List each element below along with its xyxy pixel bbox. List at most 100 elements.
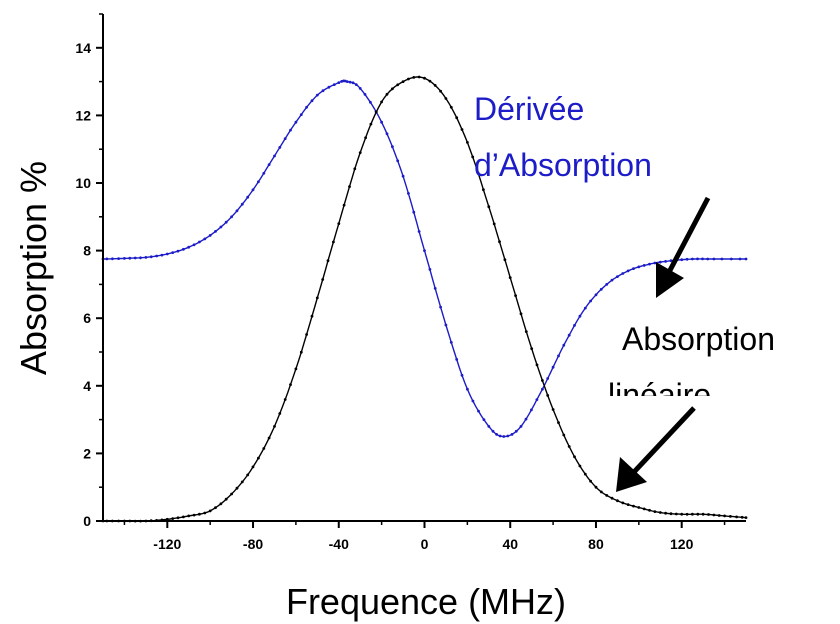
series-point-1: [744, 516, 748, 519]
series-point-1: [342, 203, 346, 207]
y-tick-label: 6: [83, 310, 91, 326]
series-point-1: [305, 333, 308, 336]
series-point-1: [557, 421, 560, 424]
series-point-1: [412, 76, 416, 79]
series-point-0: [642, 264, 646, 267]
series-point-0: [354, 83, 358, 86]
series-point-0: [133, 256, 137, 260]
series-point-0: [343, 79, 347, 83]
series-point-0: [514, 429, 518, 433]
series-point-1: [165, 517, 169, 521]
series-point-0: [605, 283, 609, 286]
annotation-derivee-line1: Dérivée: [474, 91, 584, 127]
series-point-0: [519, 425, 523, 428]
series-point-1: [535, 363, 539, 367]
series-point-0: [696, 257, 699, 261]
series-point-1: [583, 472, 587, 476]
series-point-1: [487, 205, 491, 209]
series-point-1: [251, 465, 255, 469]
series-point-0: [149, 255, 153, 259]
series-point-1: [664, 511, 667, 515]
series-point-1: [423, 76, 426, 80]
series-point-1: [332, 240, 335, 244]
annotation-absorption-line1: Absorption: [622, 321, 775, 357]
series-point-0: [546, 377, 550, 380]
series-point-0: [176, 249, 180, 253]
series-point-0: [495, 433, 498, 436]
series-point-1: [546, 394, 550, 397]
series-point-0: [573, 324, 576, 327]
series-point-0: [428, 268, 432, 271]
series-point-1: [208, 509, 212, 513]
series-point-1: [701, 512, 705, 516]
series-point-0: [182, 247, 185, 251]
series-point-0: [219, 225, 223, 229]
series-point-0: [444, 323, 448, 327]
series-point-0: [706, 257, 710, 261]
series-point-1: [246, 473, 250, 477]
series-point-1: [321, 278, 325, 281]
series-point-1: [315, 296, 319, 300]
series-point-1: [278, 412, 282, 415]
series-point-1: [337, 222, 341, 226]
series-point-1: [696, 512, 700, 516]
label-clip-cover: [600, 396, 790, 418]
series-point-0: [192, 243, 196, 247]
series-point-0: [139, 256, 142, 260]
series-point-0: [262, 171, 266, 175]
series-point-0: [691, 257, 694, 261]
series-point-0: [267, 163, 271, 167]
series-point-0: [669, 259, 673, 263]
series-point-0: [257, 180, 260, 184]
series-point-1: [380, 100, 383, 104]
series-point-0: [117, 257, 120, 260]
series-point-1: [353, 167, 357, 171]
series-point-0: [510, 433, 514, 436]
series-point-0: [321, 89, 325, 93]
y-tick-label: 12: [75, 107, 91, 123]
x-tick-label: -40: [329, 536, 349, 552]
series-point-0: [701, 257, 704, 261]
series-point-0: [712, 257, 716, 261]
series-point-1: [439, 89, 442, 93]
axes: [102, 14, 746, 522]
series-point-0: [557, 354, 560, 358]
series-point-0: [401, 174, 405, 178]
series-point-1: [214, 506, 217, 510]
series-point-0: [240, 202, 244, 206]
series-point-1: [589, 479, 592, 483]
x-tick-label: 80: [588, 536, 604, 552]
series-point-1: [310, 314, 314, 318]
series-point-0: [289, 128, 292, 132]
y-tick-label: 8: [83, 243, 91, 259]
series-point-0: [123, 257, 126, 260]
series-point-1: [712, 513, 716, 517]
series-point-1: [594, 485, 598, 489]
series-point-1: [176, 516, 180, 520]
series-point-1: [658, 511, 662, 514]
series-point-1: [348, 185, 351, 189]
series-point-0: [396, 159, 400, 163]
series-point-1: [460, 128, 464, 131]
series-point-0: [391, 145, 394, 149]
series-point-0: [363, 93, 367, 96]
series-point-0: [283, 137, 287, 141]
series-point-0: [502, 435, 506, 438]
series-point-0: [653, 261, 657, 265]
series-point-1: [283, 398, 287, 401]
series-point-0: [160, 253, 164, 257]
series-point-0: [583, 306, 587, 310]
series-point-1: [498, 240, 501, 244]
series-point-1: [637, 506, 641, 509]
series-point-1: [396, 83, 400, 87]
y-ticks: 0 2 4 6 8 10 12 14: [75, 13, 103, 529]
series-point-0: [407, 192, 410, 195]
series-point-0: [455, 358, 459, 361]
series-point-0: [524, 417, 528, 421]
series-point-1: [273, 425, 276, 428]
series-point-1: [428, 79, 432, 83]
series-point-1: [519, 312, 523, 316]
series-point-0: [491, 429, 495, 433]
series-point-0: [632, 267, 635, 270]
series-point-1: [642, 507, 646, 511]
